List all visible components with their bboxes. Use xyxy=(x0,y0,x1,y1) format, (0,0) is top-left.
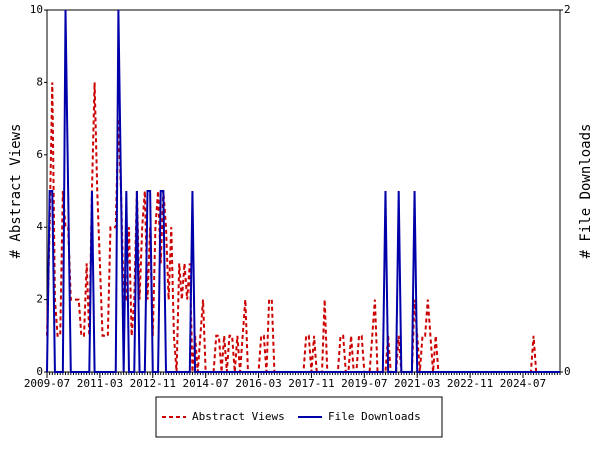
x-tick-label: 2009-07 xyxy=(24,377,70,390)
x-tick-label: 2024-07 xyxy=(500,377,546,390)
y-axis-label: # Abstract Views xyxy=(8,124,24,259)
x-tick-label: 2021-03 xyxy=(394,377,440,390)
x-tick-label: 2012-11 xyxy=(130,377,176,390)
y-tick-label: 2 xyxy=(36,293,43,306)
x-tick-label: 2014-07 xyxy=(182,377,228,390)
y2-axis-label: # File Downloads xyxy=(578,124,594,259)
legend-label: File Downloads xyxy=(328,410,421,423)
y2-tick-label: 0 xyxy=(564,365,571,378)
legend-label: Abstract Views xyxy=(192,410,285,423)
y-tick-label: 6 xyxy=(36,148,43,161)
y2-tick-label: 2 xyxy=(564,3,571,16)
y-tick-label: 10 xyxy=(30,3,43,16)
series-line xyxy=(46,9,560,373)
y-tick-label: 0 xyxy=(36,365,43,378)
x-tick-label: 2016-03 xyxy=(235,377,281,390)
x-tick-label: 2022-11 xyxy=(447,377,493,390)
legend-box xyxy=(155,396,443,438)
x-tick-label: 2017-11 xyxy=(288,377,334,390)
y-tick-label: 4 xyxy=(36,220,43,233)
y-tick-label: 8 xyxy=(36,75,43,88)
x-tick-label: 2019-07 xyxy=(341,377,387,390)
x-tick-label: 2011-03 xyxy=(77,377,123,390)
